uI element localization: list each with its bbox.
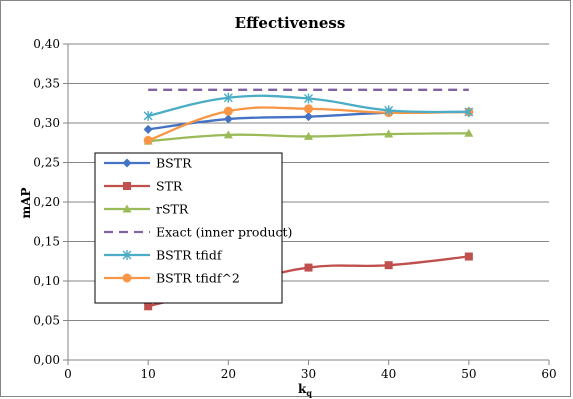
chart-title: Effectiveness bbox=[235, 14, 346, 32]
x-tick-label: 40 bbox=[381, 367, 396, 381]
series-rstr bbox=[143, 128, 474, 145]
legend-label: Exact (inner product) bbox=[156, 225, 292, 240]
series-bstr-tfidf bbox=[143, 92, 474, 121]
y-tick-label: 0,40 bbox=[33, 37, 60, 51]
data-point bbox=[464, 106, 474, 117]
series-layer bbox=[143, 88, 474, 311]
y-tick-label: 0,00 bbox=[33, 353, 60, 367]
data-point bbox=[304, 263, 313, 272]
x-tick-label: 60 bbox=[541, 367, 556, 381]
data-point bbox=[384, 129, 394, 138]
x-tick-label: 50 bbox=[461, 367, 476, 381]
data-point bbox=[304, 131, 313, 140]
x-axis-label-main: k bbox=[298, 382, 307, 396]
legend-item: STR bbox=[104, 179, 183, 194]
legend-items: BSTR STR rSTR Exact (inner product) BSTR tfi… bbox=[104, 156, 292, 286]
legend-item: BSTR bbox=[104, 156, 192, 171]
data-point bbox=[122, 204, 132, 213]
data-point bbox=[464, 252, 473, 261]
legend-item: BSTR tfidf^2 bbox=[104, 271, 240, 286]
data-point bbox=[464, 128, 474, 137]
y-tick-label: 0,35 bbox=[33, 77, 60, 91]
data-point bbox=[143, 110, 153, 121]
x-tick-label: 30 bbox=[301, 367, 316, 381]
x-axis-label: kq bbox=[298, 382, 312, 398]
y-tick-label: 0,10 bbox=[33, 274, 60, 288]
data-point bbox=[304, 112, 313, 122]
data-point bbox=[384, 261, 393, 270]
legend-item: BSTR tfidf bbox=[104, 248, 223, 263]
data-point bbox=[122, 250, 132, 260]
data-point bbox=[143, 135, 153, 145]
data-point bbox=[144, 302, 153, 311]
data-point bbox=[223, 106, 233, 116]
data-point bbox=[384, 105, 394, 116]
y-tick-label: 0,20 bbox=[33, 195, 60, 209]
x-tick-label: 0 bbox=[64, 367, 72, 381]
x-axis-label-subscript: q bbox=[306, 388, 312, 398]
y-tick-label: 0,30 bbox=[33, 116, 60, 130]
x-tick-labels: 0 10 20 30 40 50 60 bbox=[64, 360, 557, 381]
data-point bbox=[304, 93, 313, 104]
data-point bbox=[122, 273, 132, 283]
y-tick-label: 0,05 bbox=[33, 314, 60, 328]
y-axis-label: mAP bbox=[19, 187, 33, 218]
legend-item: rSTR bbox=[104, 202, 189, 217]
legend-label: STR bbox=[156, 179, 183, 194]
data-point bbox=[122, 158, 132, 168]
data-point bbox=[223, 92, 233, 103]
legend-label: BSTR tfidf bbox=[156, 248, 223, 263]
x-tick-label: 20 bbox=[221, 367, 236, 381]
legend-label: BSTR tfidf^2 bbox=[156, 271, 240, 286]
data-point bbox=[143, 124, 153, 134]
x-tick-label: 10 bbox=[141, 367, 156, 381]
data-point bbox=[223, 114, 233, 124]
legend-label: BSTR bbox=[156, 156, 192, 171]
y-tick-labels: 0,00 0,05 0,10 0,15 0,20 0,25 0,30 0,35 0,40 bbox=[33, 37, 68, 367]
legend-item: Exact (inner product) bbox=[104, 225, 292, 240]
legend-label: rSTR bbox=[156, 202, 189, 217]
legend: BSTR STR rSTR Exact (inner product) BSTR tfi… bbox=[94, 152, 292, 304]
data-point bbox=[304, 104, 313, 114]
data-point bbox=[123, 182, 131, 190]
data-point bbox=[223, 130, 233, 139]
y-tick-label: 0,15 bbox=[33, 235, 60, 249]
y-tick-label: 0,25 bbox=[33, 156, 60, 170]
